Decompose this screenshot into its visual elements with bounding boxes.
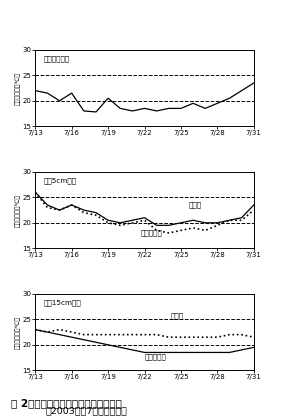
Y-axis label: 日平均地温（℃）: 日平均地温（℃） (15, 193, 21, 227)
Y-axis label: 日平均地温（℃）: 日平均地温（℃） (15, 315, 21, 349)
Text: ハウス内気温: ハウス内気温 (44, 55, 70, 62)
Text: （2003年〇7月、盛岡市）: （2003年〇7月、盛岡市） (45, 406, 127, 415)
Text: 深さ5cm地温: 深さ5cm地温 (44, 177, 77, 184)
Y-axis label: 日平均気温（℃）: 日平均気温（℃） (15, 72, 21, 105)
Text: 対照区: 対照区 (171, 312, 184, 319)
Text: 地中冷却区: 地中冷却区 (140, 230, 162, 236)
Text: 対照区: 対照区 (188, 201, 201, 208)
Text: 図 2　地中冷却処理による地温の低下: 図 2 地中冷却処理による地温の低下 (11, 399, 122, 409)
Text: 深さ15cm地温: 深さ15cm地温 (44, 300, 82, 306)
Text: 地中冷却区: 地中冷却区 (144, 353, 166, 360)
